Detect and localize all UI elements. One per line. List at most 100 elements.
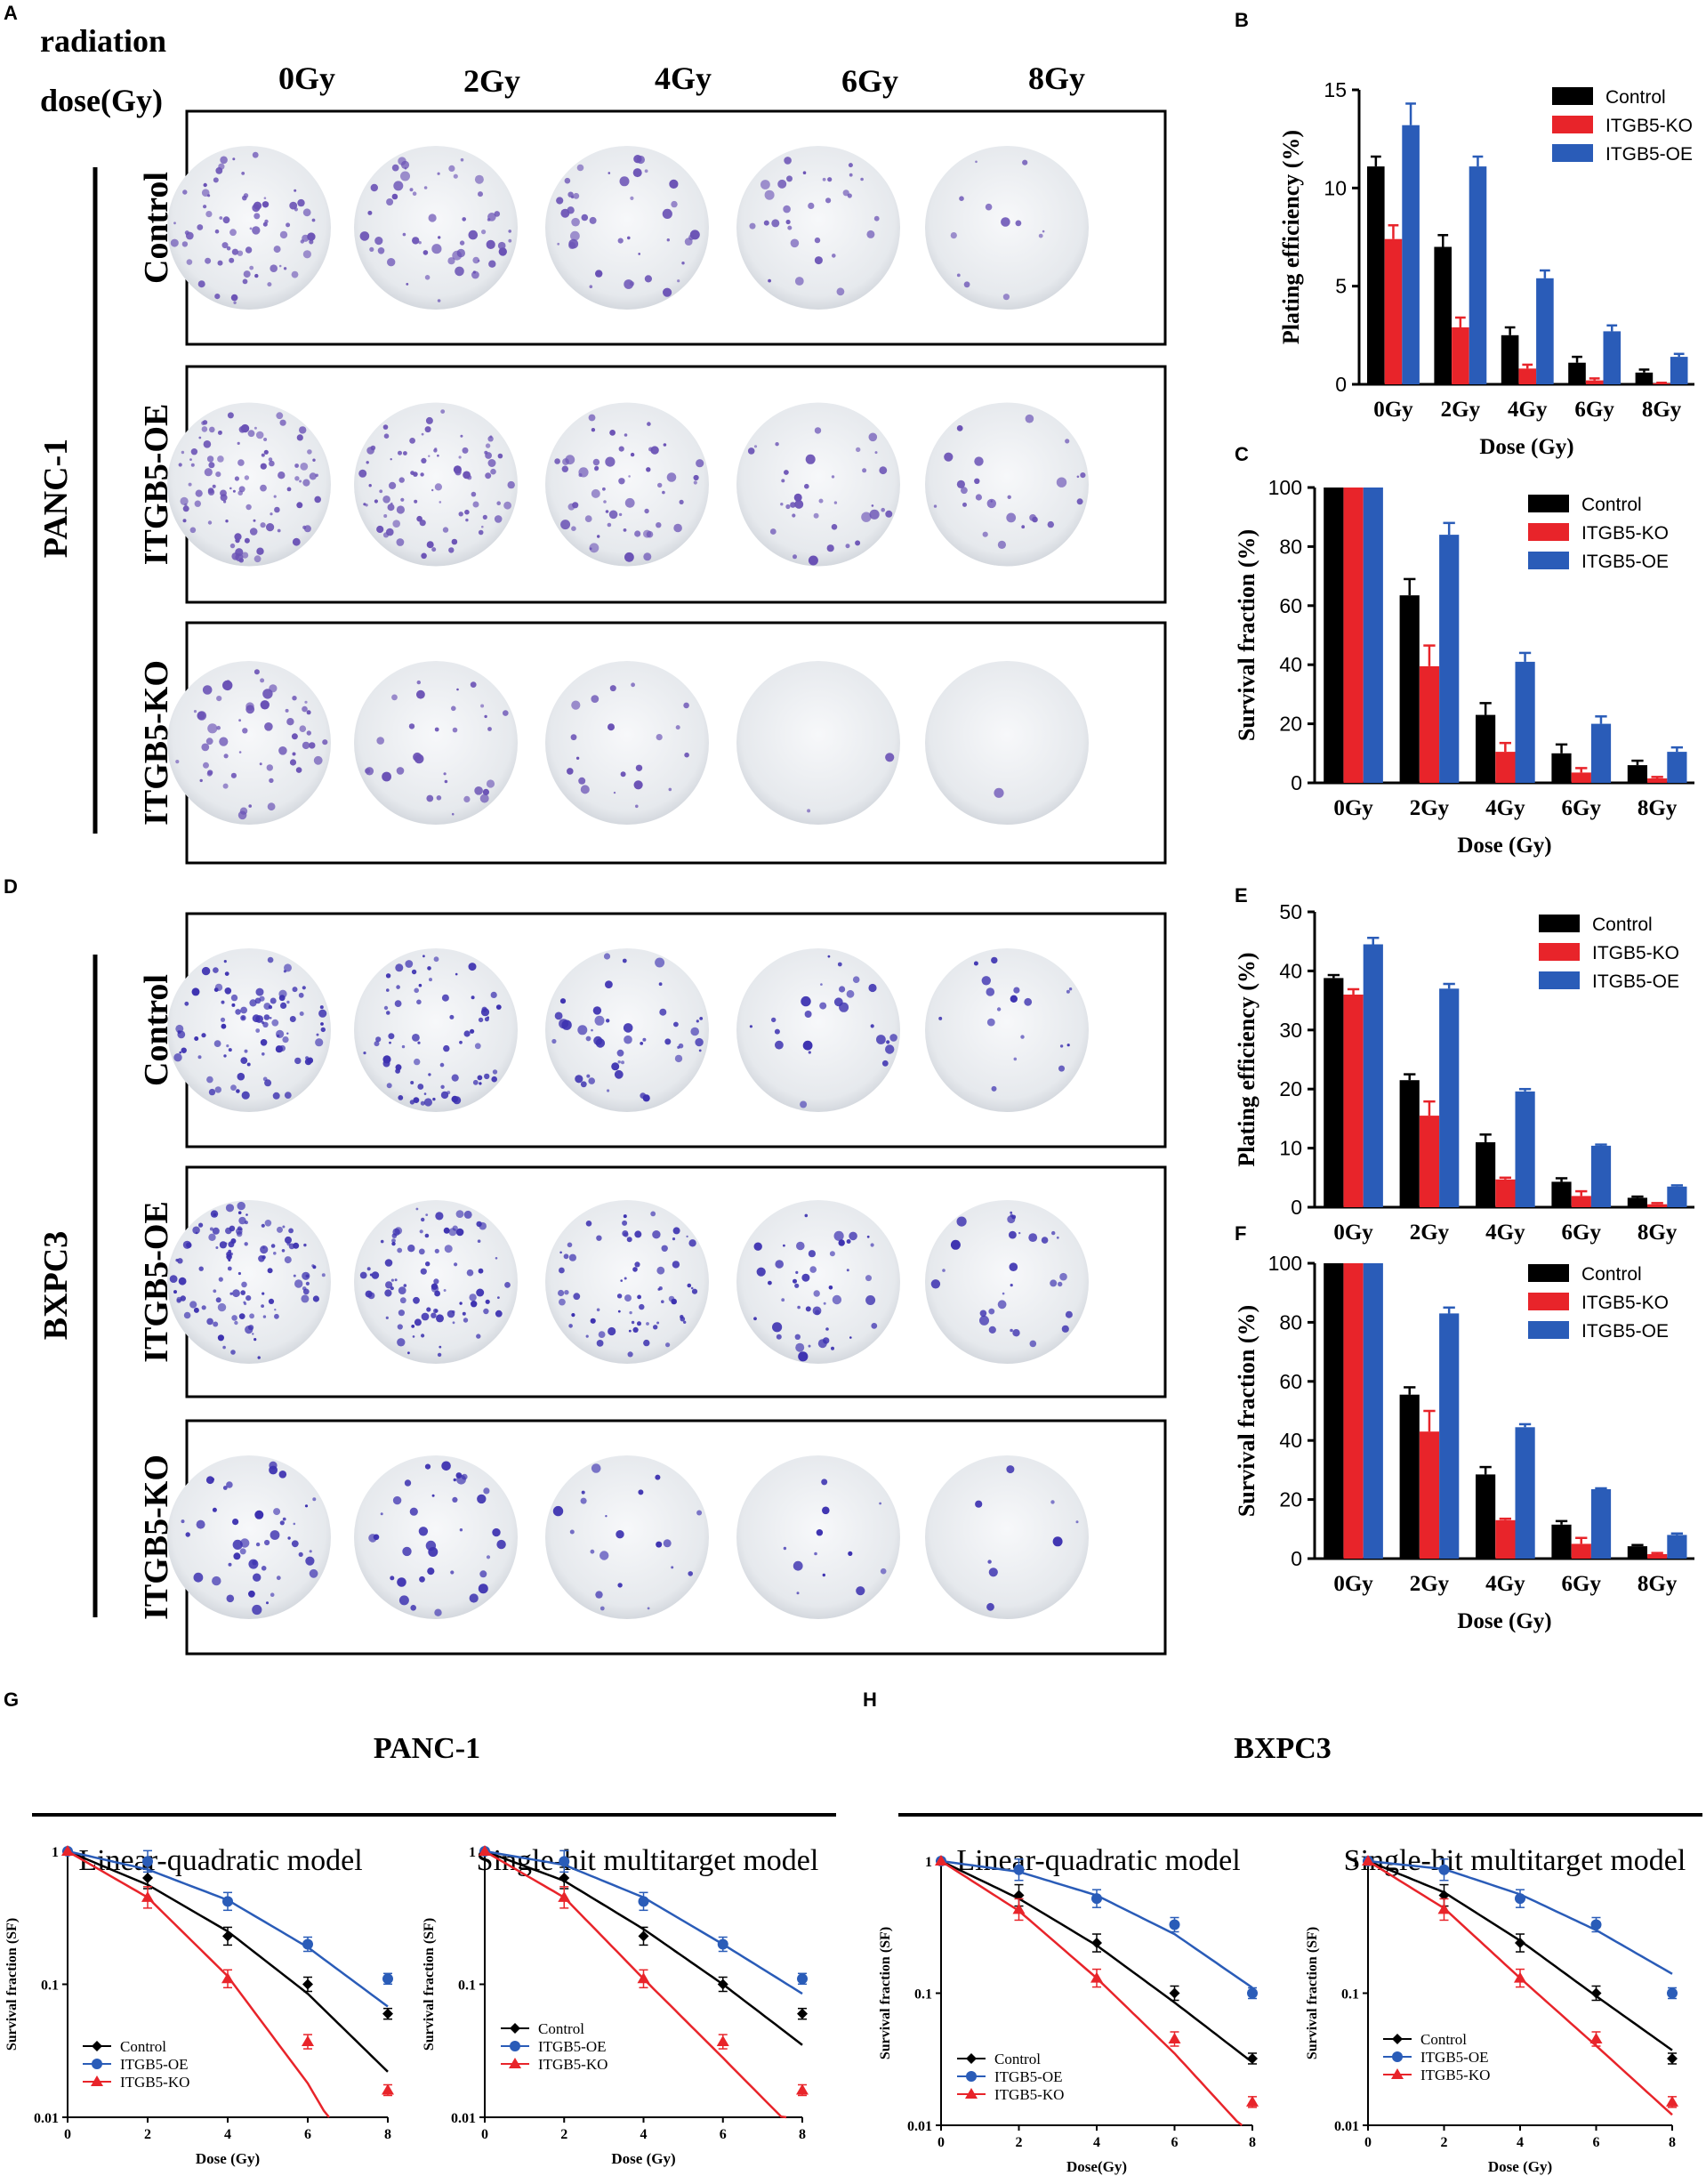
colony-dot (273, 246, 281, 254)
colony-dot (267, 282, 272, 287)
data-point (638, 1896, 649, 1907)
colony-dot (1050, 1279, 1058, 1287)
colony-dot (425, 1213, 429, 1216)
colony-dot (382, 424, 389, 430)
colony-dot (380, 1512, 383, 1516)
data-point (1168, 2032, 1181, 2043)
colony-dot (212, 1507, 217, 1512)
colony-dot (284, 1256, 292, 1264)
fit-curve-control (67, 1850, 389, 2073)
colony-dot (568, 1324, 573, 1328)
colony-dot (809, 1266, 817, 1273)
colony-dot (302, 479, 310, 487)
colony-dot (849, 1231, 857, 1241)
colony-dot (484, 714, 487, 719)
colony-dot (400, 160, 410, 169)
colony-dot (238, 719, 241, 722)
colony-dot (237, 250, 244, 256)
colony-dot (412, 191, 417, 196)
colony-dot (675, 725, 680, 730)
colony-dot (821, 1479, 828, 1486)
colony-dot (289, 759, 297, 766)
colony-dot (623, 528, 627, 532)
colony-dot (466, 1269, 474, 1277)
colony-dot (420, 1100, 425, 1106)
bar-itgb5-ko (1585, 380, 1604, 384)
colony-dot (647, 1607, 650, 1610)
bar-itgb5-oe (1667, 1535, 1687, 1559)
y-tick-label: 60 (1279, 1370, 1302, 1393)
dose-header-label-line2: dose(Gy) (40, 83, 163, 118)
y-tick-label: 80 (1279, 535, 1302, 558)
colony-dot (463, 1210, 472, 1219)
colony-dot (624, 497, 635, 508)
colony-dot (608, 172, 611, 174)
legend-label: ITGB5-KO (1420, 2067, 1490, 2083)
colony-dot (392, 520, 401, 528)
x-tick-label: 8Gy (1638, 796, 1678, 820)
colony-dot (588, 1077, 595, 1084)
colony-dot (191, 987, 200, 996)
colony-dot (474, 174, 484, 184)
colony-dot (228, 1241, 235, 1248)
colony-dot (397, 1338, 406, 1347)
colony-dot (596, 1340, 604, 1347)
colony-dot (808, 1250, 817, 1258)
fit-curve-control (484, 1850, 803, 2046)
colony-dot (468, 963, 477, 971)
colony-dot (193, 710, 197, 713)
colony-dot (390, 1278, 394, 1282)
y-tick-label: 80 (1279, 1310, 1302, 1334)
colony-dot (385, 1281, 393, 1289)
colony-dot (646, 467, 651, 472)
bar-control (1399, 1080, 1420, 1207)
colony-dot (1068, 987, 1073, 991)
bar-control (1476, 714, 1496, 783)
culture-dish (354, 1455, 518, 1619)
colony-dot (567, 206, 575, 214)
x-axis-title: Dose (Gy) (1457, 1609, 1551, 1633)
colony-dot (414, 754, 424, 764)
colony-dot (374, 1041, 380, 1047)
x-tick-label: 0 (481, 2127, 488, 2142)
colony-dot (383, 1005, 389, 1011)
bar-itgb5-oe (1515, 661, 1535, 783)
data-point (1013, 1890, 1025, 1901)
data-point (1515, 1938, 1525, 1949)
colony-dot (781, 1298, 785, 1302)
y-tick-label: 0.01 (34, 2111, 59, 2126)
colony-dot (571, 195, 575, 199)
colony-dot (603, 500, 607, 504)
data-point (92, 2059, 102, 2069)
colony-dot (249, 999, 257, 1007)
colony-dot (465, 518, 469, 522)
colony-dot (423, 1098, 432, 1107)
colony-dot (873, 215, 880, 222)
colony-dot (253, 669, 260, 675)
colony-dot (632, 1326, 639, 1333)
colony-dot (284, 1092, 292, 1099)
colony-dot (595, 270, 603, 278)
colony-dot (577, 1025, 588, 1036)
colony-dot (226, 246, 231, 251)
colony-dot (294, 189, 297, 192)
colony-dot (424, 1463, 431, 1470)
colony-dot (398, 1595, 409, 1606)
colony-dot (617, 1060, 621, 1064)
colony-dot (232, 1539, 243, 1550)
colony-dot (484, 1017, 489, 1022)
y-tick-label: 30 (1279, 1019, 1302, 1042)
colony-dot (609, 685, 616, 692)
colony-dot (263, 197, 267, 199)
colony-dot (194, 500, 201, 507)
colony-dot (804, 1213, 809, 1218)
colony-dot (232, 489, 236, 493)
colony-dot (237, 441, 240, 445)
colony-dot (478, 1584, 488, 1594)
colony-dot (181, 241, 189, 247)
colony-dot (217, 260, 223, 266)
colony-dot (268, 1298, 275, 1304)
data-point (559, 1872, 570, 1883)
colony-dot (302, 705, 308, 713)
colony-dot (679, 499, 684, 505)
